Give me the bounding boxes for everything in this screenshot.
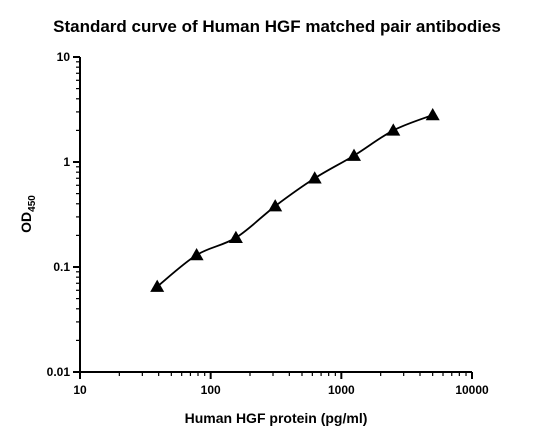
x-axis-label: Human HGF protein (pg/ml): [185, 410, 368, 426]
y-axis-label-main: OD: [18, 212, 34, 233]
data-point-triangle: [268, 199, 283, 212]
y-axis-label: OD450: [18, 195, 38, 233]
data-point-triangle: [425, 108, 440, 121]
data-point-triangle: [150, 279, 165, 292]
chart-title: Standard curve of Human HGF matched pair…: [53, 17, 501, 36]
data-point-triangle: [347, 148, 361, 161]
axes: [79, 57, 472, 373]
data-points: [150, 108, 440, 292]
x-tick-label: 1000: [328, 383, 355, 397]
fit-curve-line: [156, 114, 434, 288]
ticks: 10 100 1000 10000 0.01 0.1 1 10: [47, 50, 489, 397]
y-tick-label: 10: [57, 50, 71, 64]
y-axis-label-subscript: 450: [27, 195, 38, 212]
data-point-triangle: [386, 123, 401, 136]
y-tick-label: 0.1: [53, 260, 70, 274]
y-tick-label: 1: [63, 155, 70, 169]
data-point-triangle: [307, 171, 322, 184]
x-tick-label: 100: [201, 383, 221, 397]
data-point-triangle: [228, 230, 243, 243]
data-point-triangle: [189, 248, 204, 261]
x-tick-label: 10: [73, 383, 87, 397]
x-tick-label: 10000: [455, 383, 489, 397]
y-tick-label: 0.01: [47, 365, 71, 379]
